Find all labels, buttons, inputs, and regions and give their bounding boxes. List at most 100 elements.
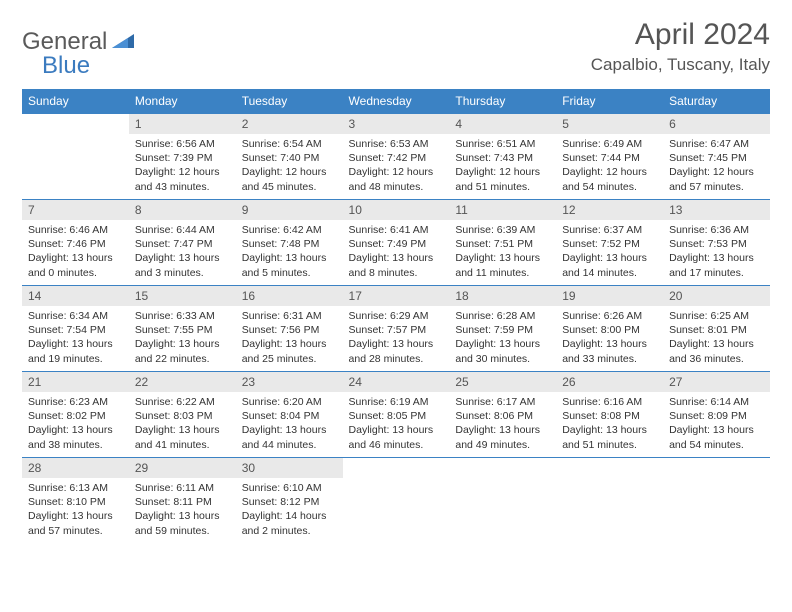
logo-text-blue: Blue [42,52,90,80]
sunrise-text: Sunrise: 6:23 AM [28,395,123,409]
sunrise-text: Sunrise: 6:20 AM [242,395,337,409]
sunrise-text: Sunrise: 6:19 AM [349,395,444,409]
calendar-cell: 29Sunrise: 6:11 AMSunset: 8:11 PMDayligh… [129,458,236,544]
title-block: April 2024 Capalbio, Tuscany, Italy [591,18,770,75]
calendar-cell: 15Sunrise: 6:33 AMSunset: 7:55 PMDayligh… [129,286,236,372]
day-number: 26 [556,372,663,392]
daylight-text: Daylight: 13 hours and 59 minutes. [135,509,230,537]
day-number: 22 [129,372,236,392]
day-content: Sunrise: 6:44 AMSunset: 7:47 PMDaylight:… [129,220,236,284]
weekday-header: Wednesday [343,89,450,114]
weekday-header: Saturday [663,89,770,114]
calendar-cell [343,458,450,544]
day-content: Sunrise: 6:41 AMSunset: 7:49 PMDaylight:… [343,220,450,284]
day-number: 28 [22,458,129,478]
sunrise-text: Sunrise: 6:29 AM [349,309,444,323]
calendar-cell: 24Sunrise: 6:19 AMSunset: 8:05 PMDayligh… [343,372,450,458]
daylight-text: Daylight: 13 hours and 3 minutes. [135,251,230,279]
sunset-text: Sunset: 7:47 PM [135,237,230,251]
day-content: Sunrise: 6:16 AMSunset: 8:08 PMDaylight:… [556,392,663,456]
weekday-header: Monday [129,89,236,114]
header: General April 2024 Capalbio, Tuscany, It… [22,18,770,75]
daylight-text: Daylight: 13 hours and 22 minutes. [135,337,230,365]
sunrise-text: Sunrise: 6:31 AM [242,309,337,323]
weekday-header: Sunday [22,89,129,114]
sunset-text: Sunset: 8:03 PM [135,409,230,423]
day-content: Sunrise: 6:20 AMSunset: 8:04 PMDaylight:… [236,392,343,456]
sunrise-text: Sunrise: 6:14 AM [669,395,764,409]
sunset-text: Sunset: 7:45 PM [669,151,764,165]
sunrise-text: Sunrise: 6:16 AM [562,395,657,409]
day-content: Sunrise: 6:53 AMSunset: 7:42 PMDaylight:… [343,134,450,198]
day-number: 1 [129,114,236,134]
calendar-cell: 20Sunrise: 6:25 AMSunset: 8:01 PMDayligh… [663,286,770,372]
daylight-text: Daylight: 13 hours and 0 minutes. [28,251,123,279]
calendar-cell: 7Sunrise: 6:46 AMSunset: 7:46 PMDaylight… [22,200,129,286]
daylight-text: Daylight: 13 hours and 41 minutes. [135,423,230,451]
daylight-text: Daylight: 13 hours and 54 minutes. [669,423,764,451]
daylight-text: Daylight: 12 hours and 54 minutes. [562,165,657,193]
sunset-text: Sunset: 8:05 PM [349,409,444,423]
sunset-text: Sunset: 7:56 PM [242,323,337,337]
sunset-text: Sunset: 8:11 PM [135,495,230,509]
sunset-text: Sunset: 8:01 PM [669,323,764,337]
calendar-table: SundayMondayTuesdayWednesdayThursdayFrid… [22,89,770,544]
calendar-cell: 25Sunrise: 6:17 AMSunset: 8:06 PMDayligh… [449,372,556,458]
day-content: Sunrise: 6:33 AMSunset: 7:55 PMDaylight:… [129,306,236,370]
day-content: Sunrise: 6:42 AMSunset: 7:48 PMDaylight:… [236,220,343,284]
day-number: 8 [129,200,236,220]
calendar-cell: 16Sunrise: 6:31 AMSunset: 7:56 PMDayligh… [236,286,343,372]
daylight-text: Daylight: 12 hours and 51 minutes. [455,165,550,193]
daylight-text: Daylight: 13 hours and 11 minutes. [455,251,550,279]
day-content: Sunrise: 6:17 AMSunset: 8:06 PMDaylight:… [449,392,556,456]
day-number: 4 [449,114,556,134]
sunset-text: Sunset: 8:02 PM [28,409,123,423]
sunrise-text: Sunrise: 6:44 AM [135,223,230,237]
day-content: Sunrise: 6:46 AMSunset: 7:46 PMDaylight:… [22,220,129,284]
sunset-text: Sunset: 8:10 PM [28,495,123,509]
day-number: 17 [343,286,450,306]
calendar-cell: 17Sunrise: 6:29 AMSunset: 7:57 PMDayligh… [343,286,450,372]
calendar-row: 21Sunrise: 6:23 AMSunset: 8:02 PMDayligh… [22,372,770,458]
calendar-cell: 3Sunrise: 6:53 AMSunset: 7:42 PMDaylight… [343,114,450,200]
calendar-cell: 13Sunrise: 6:36 AMSunset: 7:53 PMDayligh… [663,200,770,286]
daylight-text: Daylight: 13 hours and 49 minutes. [455,423,550,451]
day-content: Sunrise: 6:49 AMSunset: 7:44 PMDaylight:… [556,134,663,198]
sunrise-text: Sunrise: 6:28 AM [455,309,550,323]
calendar-cell: 22Sunrise: 6:22 AMSunset: 8:03 PMDayligh… [129,372,236,458]
day-number: 18 [449,286,556,306]
day-content: Sunrise: 6:51 AMSunset: 7:43 PMDaylight:… [449,134,556,198]
daylight-text: Daylight: 13 hours and 46 minutes. [349,423,444,451]
day-content: Sunrise: 6:10 AMSunset: 8:12 PMDaylight:… [236,478,343,542]
day-number: 3 [343,114,450,134]
day-number: 16 [236,286,343,306]
day-number: 7 [22,200,129,220]
day-content: Sunrise: 6:11 AMSunset: 8:11 PMDaylight:… [129,478,236,542]
day-number: 20 [663,286,770,306]
sunset-text: Sunset: 8:00 PM [562,323,657,337]
day-content: Sunrise: 6:29 AMSunset: 7:57 PMDaylight:… [343,306,450,370]
daylight-text: Daylight: 14 hours and 2 minutes. [242,509,337,537]
calendar-cell: 10Sunrise: 6:41 AMSunset: 7:49 PMDayligh… [343,200,450,286]
sunrise-text: Sunrise: 6:11 AM [135,481,230,495]
sunset-text: Sunset: 7:44 PM [562,151,657,165]
calendar-cell: 18Sunrise: 6:28 AMSunset: 7:59 PMDayligh… [449,286,556,372]
day-content: Sunrise: 6:36 AMSunset: 7:53 PMDaylight:… [663,220,770,284]
daylight-text: Daylight: 13 hours and 14 minutes. [562,251,657,279]
day-number: 11 [449,200,556,220]
day-content: Sunrise: 6:22 AMSunset: 8:03 PMDaylight:… [129,392,236,456]
sunset-text: Sunset: 7:48 PM [242,237,337,251]
day-content: Sunrise: 6:19 AMSunset: 8:05 PMDaylight:… [343,392,450,456]
calendar-row: 1Sunrise: 6:56 AMSunset: 7:39 PMDaylight… [22,114,770,200]
daylight-text: Daylight: 13 hours and 28 minutes. [349,337,444,365]
daylight-text: Daylight: 13 hours and 33 minutes. [562,337,657,365]
sunset-text: Sunset: 7:59 PM [455,323,550,337]
location-text: Capalbio, Tuscany, Italy [591,55,770,75]
sunrise-text: Sunrise: 6:26 AM [562,309,657,323]
day-number: 5 [556,114,663,134]
day-content: Sunrise: 6:39 AMSunset: 7:51 PMDaylight:… [449,220,556,284]
day-content: Sunrise: 6:28 AMSunset: 7:59 PMDaylight:… [449,306,556,370]
calendar-row: 7Sunrise: 6:46 AMSunset: 7:46 PMDaylight… [22,200,770,286]
calendar-cell: 28Sunrise: 6:13 AMSunset: 8:10 PMDayligh… [22,458,129,544]
calendar-cell: 9Sunrise: 6:42 AMSunset: 7:48 PMDaylight… [236,200,343,286]
